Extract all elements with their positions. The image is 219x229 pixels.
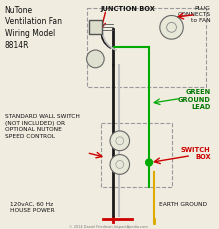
Text: STANDARD WALL SWITCH
(NOT INCLUDED) OR
OPTIONAL NUTONE
SPEED CONTROL: STANDARD WALL SWITCH (NOT INCLUDED) OR O… — [5, 114, 79, 138]
Text: SWITCH
BOX: SWITCH BOX — [181, 146, 211, 160]
Text: Ventilation Fan: Ventilation Fan — [5, 17, 62, 26]
Circle shape — [146, 159, 152, 166]
Bar — [88, 21, 102, 35]
Text: 120vAC, 60 Hz
HOUSE POWER: 120vAC, 60 Hz HOUSE POWER — [11, 201, 55, 212]
Circle shape — [110, 155, 130, 174]
Text: Wiring Model: Wiring Model — [5, 29, 55, 38]
Text: GREEN
GROUND
LEAD: GREEN GROUND LEAD — [178, 89, 211, 110]
Text: NuTone: NuTone — [5, 5, 33, 15]
Circle shape — [87, 51, 104, 68]
Text: © 2014 Daniel Friedman InspectApedia.com: © 2014 Daniel Friedman InspectApedia.com — [69, 224, 147, 228]
Circle shape — [110, 131, 130, 151]
Text: EARTH GROUND: EARTH GROUND — [159, 201, 207, 206]
Bar — [101, 123, 171, 187]
Circle shape — [160, 16, 183, 40]
Text: PLUG
CONNECTS
to FAN: PLUG CONNECTS to FAN — [177, 5, 211, 23]
Bar — [87, 8, 206, 87]
Text: 8814R: 8814R — [5, 41, 29, 50]
Text: JUNCTION BOX: JUNCTION BOX — [100, 5, 155, 12]
